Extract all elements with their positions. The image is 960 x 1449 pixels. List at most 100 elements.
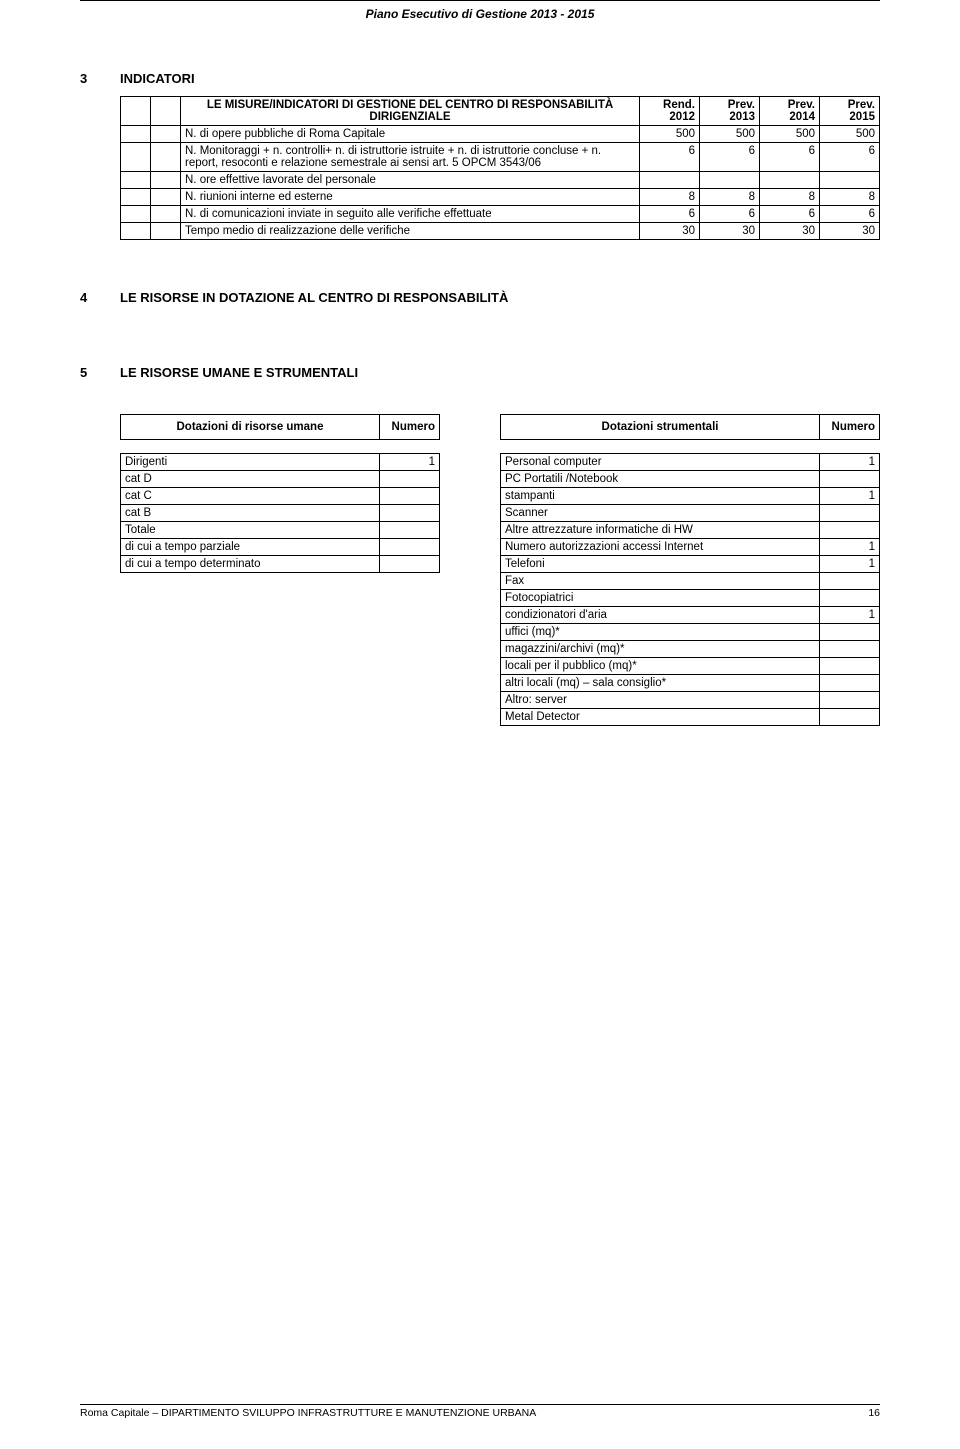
row-value: 6 bbox=[760, 206, 820, 223]
table-row: locali per il pubblico (mq)* bbox=[501, 658, 880, 675]
row-value: 500 bbox=[700, 126, 760, 143]
section-4-num: 4 bbox=[80, 290, 120, 305]
row-value: 1 bbox=[820, 488, 880, 505]
row-label: Tempo medio di realizzazione delle verif… bbox=[181, 223, 640, 240]
row-value: 6 bbox=[820, 143, 880, 172]
row-label: N. riunioni interne ed esterne bbox=[181, 189, 640, 206]
table-row: Tempo medio di realizzazione delle verif… bbox=[121, 223, 880, 240]
header-title: Piano Esecutivo di Gestione 2013 - 2015 bbox=[80, 3, 880, 71]
row-value bbox=[380, 556, 440, 573]
header-label: Dotazioni strumentali bbox=[501, 415, 820, 440]
section-4-header: 4 LE RISORSE IN DOTAZIONE AL CENTRO DI R… bbox=[80, 290, 880, 305]
row-label: magazzini/archivi (mq)* bbox=[501, 641, 820, 658]
indicators-table: LE MISURE/INDICATORI DI GESTIONE DEL CEN… bbox=[120, 96, 880, 240]
table-row: cat B bbox=[121, 505, 440, 522]
table-row: Totale bbox=[121, 522, 440, 539]
page-container: Piano Esecutivo di Gestione 2013 - 2015 … bbox=[0, 0, 960, 1449]
row-label: Metal Detector bbox=[501, 709, 820, 726]
header-label: LE MISURE/INDICATORI DI GESTIONE DEL CEN… bbox=[181, 97, 640, 126]
page-footer: Roma Capitale – DIPARTIMENTO SVILUPPO IN… bbox=[80, 1404, 880, 1419]
row-label: uffici (mq)* bbox=[501, 624, 820, 641]
stub-cell bbox=[121, 189, 151, 206]
stub-cell bbox=[151, 223, 181, 240]
table-row: altri locali (mq) – sala consiglio* bbox=[501, 675, 880, 692]
row-value bbox=[820, 692, 880, 709]
row-value: 500 bbox=[760, 126, 820, 143]
row-value bbox=[380, 505, 440, 522]
row-label: cat D bbox=[121, 471, 380, 488]
stub-cell bbox=[121, 223, 151, 240]
stub-cell bbox=[121, 206, 151, 223]
row-label: Numero autorizzazioni accessi Internet bbox=[501, 539, 820, 556]
section-3-num: 3 bbox=[80, 71, 120, 86]
stub-cell bbox=[151, 143, 181, 172]
stub-cell bbox=[121, 143, 151, 172]
table-row: N. ore effettive lavorate del personale bbox=[121, 172, 880, 189]
table-row: condizionatori d'aria1 bbox=[501, 607, 880, 624]
row-value: 30 bbox=[760, 223, 820, 240]
header-num: Numero bbox=[380, 415, 440, 440]
row-value: 1 bbox=[820, 607, 880, 624]
row-value: 6 bbox=[820, 206, 880, 223]
row-label: Altre attrezzature informatiche di HW bbox=[501, 522, 820, 539]
row-value bbox=[700, 172, 760, 189]
row-label: stampanti bbox=[501, 488, 820, 505]
row-label: cat B bbox=[121, 505, 380, 522]
row-label: PC Portatili /Notebook bbox=[501, 471, 820, 488]
section-5-header: 5 LE RISORSE UMANE E STRUMENTALI bbox=[80, 365, 880, 380]
stub-cell bbox=[151, 126, 181, 143]
row-label: Altro: server bbox=[501, 692, 820, 709]
header-label: Dotazioni di risorse umane bbox=[121, 415, 380, 440]
row-value: 30 bbox=[640, 223, 700, 240]
row-value: 30 bbox=[820, 223, 880, 240]
row-value bbox=[820, 709, 880, 726]
col-header: Prev. 2015 bbox=[820, 97, 880, 126]
two-column-tables: Dotazioni di risorse umane Numero Dirige… bbox=[120, 414, 880, 726]
stub-cell bbox=[151, 189, 181, 206]
row-value: 500 bbox=[640, 126, 700, 143]
table-header-row: Dotazioni strumentali Numero bbox=[501, 415, 880, 440]
row-value bbox=[380, 522, 440, 539]
row-value bbox=[820, 573, 880, 590]
row-value bbox=[380, 471, 440, 488]
spacer-row bbox=[121, 440, 440, 454]
table-row: Altro: server bbox=[501, 692, 880, 709]
footer-text: Roma Capitale – DIPARTIMENTO SVILUPPO IN… bbox=[80, 1407, 536, 1419]
table-row: magazzini/archivi (mq)* bbox=[501, 641, 880, 658]
stub-col bbox=[151, 97, 181, 126]
row-label: altri locali (mq) – sala consiglio* bbox=[501, 675, 820, 692]
row-label: N. di comunicazioni inviate in seguito a… bbox=[181, 206, 640, 223]
spacer-row bbox=[501, 440, 880, 454]
stub-cell bbox=[151, 206, 181, 223]
row-label: Personal computer bbox=[501, 454, 820, 471]
table-row: di cui a tempo parziale bbox=[121, 539, 440, 556]
row-value bbox=[820, 624, 880, 641]
row-label: Scanner bbox=[501, 505, 820, 522]
footer-text-row: Roma Capitale – DIPARTIMENTO SVILUPPO IN… bbox=[80, 1407, 880, 1419]
row-value: 6 bbox=[760, 143, 820, 172]
row-label: N. di opere pubbliche di Roma Capitale bbox=[181, 126, 640, 143]
stub-cell bbox=[121, 126, 151, 143]
table-row: N. di comunicazioni inviate in seguito a… bbox=[121, 206, 880, 223]
row-label: di cui a tempo determinato bbox=[121, 556, 380, 573]
row-value bbox=[820, 658, 880, 675]
row-value bbox=[820, 590, 880, 607]
table-row: N. riunioni interne ed esterne8888 bbox=[121, 189, 880, 206]
section-4-title: LE RISORSE IN DOTAZIONE AL CENTRO DI RES… bbox=[120, 290, 508, 305]
table-row: Altre attrezzature informatiche di HW bbox=[501, 522, 880, 539]
footer-page-number: 16 bbox=[868, 1407, 880, 1419]
table-row: Telefoni1 bbox=[501, 556, 880, 573]
table-header-row: LE MISURE/INDICATORI DI GESTIONE DEL CEN… bbox=[121, 97, 880, 126]
row-label: Telefoni bbox=[501, 556, 820, 573]
section-5-num: 5 bbox=[80, 365, 120, 380]
row-label: Fax bbox=[501, 573, 820, 590]
row-value: 1 bbox=[820, 556, 880, 573]
section-3-title: INDICATORI bbox=[120, 71, 195, 86]
row-value bbox=[820, 522, 880, 539]
row-value bbox=[820, 675, 880, 692]
row-value: 8 bbox=[700, 189, 760, 206]
row-value bbox=[820, 505, 880, 522]
row-label: locali per il pubblico (mq)* bbox=[501, 658, 820, 675]
row-value bbox=[380, 488, 440, 505]
table-row: Fax bbox=[501, 573, 880, 590]
